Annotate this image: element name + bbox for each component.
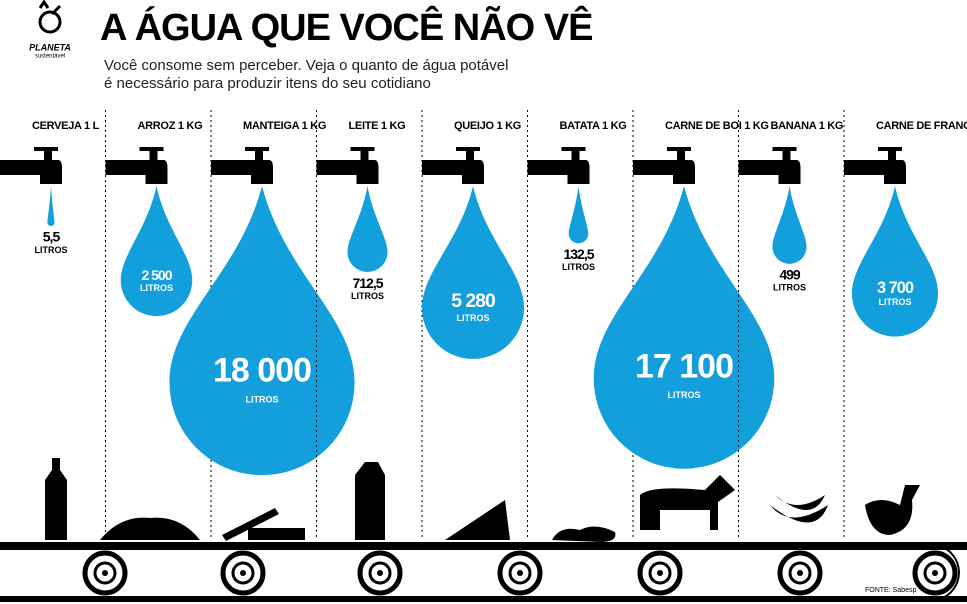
value-label: 2 500 bbox=[141, 267, 172, 283]
logo: PLANETA sustentável bbox=[29, 0, 71, 60]
conveyor bbox=[0, 542, 967, 602]
tap bbox=[316, 147, 379, 184]
category-label: CERVEJA 1 L bbox=[32, 120, 100, 132]
category-label: QUEIJO 1 KG bbox=[454, 120, 521, 132]
category-label: CARNE DE BOI 1 KG bbox=[665, 120, 769, 132]
unit-label: LITROS bbox=[879, 297, 912, 307]
wheel-hub bbox=[368, 561, 392, 585]
unit-label: LITROS bbox=[351, 291, 384, 301]
value-label: 3 700 bbox=[877, 279, 914, 297]
wheel-axle bbox=[657, 570, 663, 576]
water-drop bbox=[120, 186, 193, 317]
wheel-hub bbox=[788, 561, 812, 585]
source: FONTE: Sabesp bbox=[865, 587, 916, 594]
logo-icon bbox=[38, 10, 62, 34]
value-label: 18 000 bbox=[213, 351, 311, 389]
value-label: 5 280 bbox=[451, 290, 495, 312]
tap bbox=[211, 147, 273, 184]
chart-title: A ÁGUA QUE VOCÊ NÃO VÊ bbox=[100, 5, 592, 49]
unit-label: LITROS bbox=[562, 262, 595, 272]
product-icon bbox=[445, 500, 510, 540]
subtitle: Você consome sem perceber. Veja o quanto… bbox=[104, 57, 508, 74]
value-label: 17 100 bbox=[635, 347, 733, 385]
unit-label: LITROS bbox=[140, 283, 173, 293]
category-label: CARNE DE FRANGO 1 KG bbox=[876, 120, 967, 132]
category-label: ARROZ 1 KG bbox=[138, 120, 203, 132]
unit-label: LITROS bbox=[457, 313, 490, 323]
wheel-hub bbox=[93, 561, 117, 585]
water-drop bbox=[47, 186, 55, 227]
product-icon bbox=[100, 517, 200, 540]
water-drop bbox=[772, 186, 807, 264]
tap bbox=[738, 147, 801, 184]
water-drop bbox=[851, 186, 939, 337]
value-label: 5,5 bbox=[43, 229, 61, 245]
product-icon bbox=[865, 485, 920, 535]
product-icon bbox=[222, 508, 305, 541]
tap bbox=[844, 147, 906, 184]
category-label: MANTEIGA 1 KG bbox=[243, 120, 326, 132]
unit-label: LITROS bbox=[773, 283, 806, 293]
wheel-hub bbox=[231, 561, 255, 585]
tap bbox=[105, 147, 168, 184]
tap bbox=[0, 147, 62, 184]
wheel-axle bbox=[377, 570, 383, 576]
unit-label: LITROS bbox=[668, 390, 701, 400]
product-icon bbox=[552, 526, 616, 542]
logo-tagline: sustentável bbox=[35, 54, 65, 60]
wheel-axle bbox=[932, 570, 938, 576]
unit-label: LITROS bbox=[246, 394, 279, 404]
value-label: 132,5 bbox=[563, 246, 594, 262]
water-drop bbox=[347, 186, 388, 273]
subtitle: é necessário para produzir itens do seu … bbox=[104, 75, 431, 92]
product-icon bbox=[640, 475, 735, 530]
value-label: 712,5 bbox=[352, 275, 383, 291]
wheel-hub bbox=[923, 561, 947, 585]
tap bbox=[527, 147, 590, 184]
wheel-axle bbox=[517, 570, 523, 576]
unit-label: LITROS bbox=[35, 245, 68, 255]
belt-edge bbox=[0, 545, 960, 600]
value-label: 499 bbox=[779, 267, 801, 283]
category-label: BATATA 1 KG bbox=[560, 120, 627, 132]
product-icon bbox=[45, 458, 67, 540]
logo-icon bbox=[38, 0, 62, 16]
category-label: LEITE 1 KG bbox=[349, 120, 406, 132]
category-label: BANANA 1 KG bbox=[771, 120, 844, 132]
wheel-axle bbox=[240, 570, 246, 576]
water-drop bbox=[169, 186, 355, 476]
water-drop bbox=[593, 186, 775, 469]
logo-name: PLANETA bbox=[29, 42, 71, 52]
product-icon bbox=[770, 495, 828, 523]
water-drop bbox=[568, 186, 589, 244]
wheel-axle bbox=[797, 570, 803, 576]
wheel-hub bbox=[648, 561, 672, 585]
tap bbox=[422, 147, 484, 184]
wheel-hub bbox=[508, 561, 532, 585]
water-drop bbox=[421, 186, 525, 359]
product-icon bbox=[355, 462, 385, 540]
wheel-axle bbox=[102, 570, 108, 576]
tap bbox=[633, 147, 695, 184]
